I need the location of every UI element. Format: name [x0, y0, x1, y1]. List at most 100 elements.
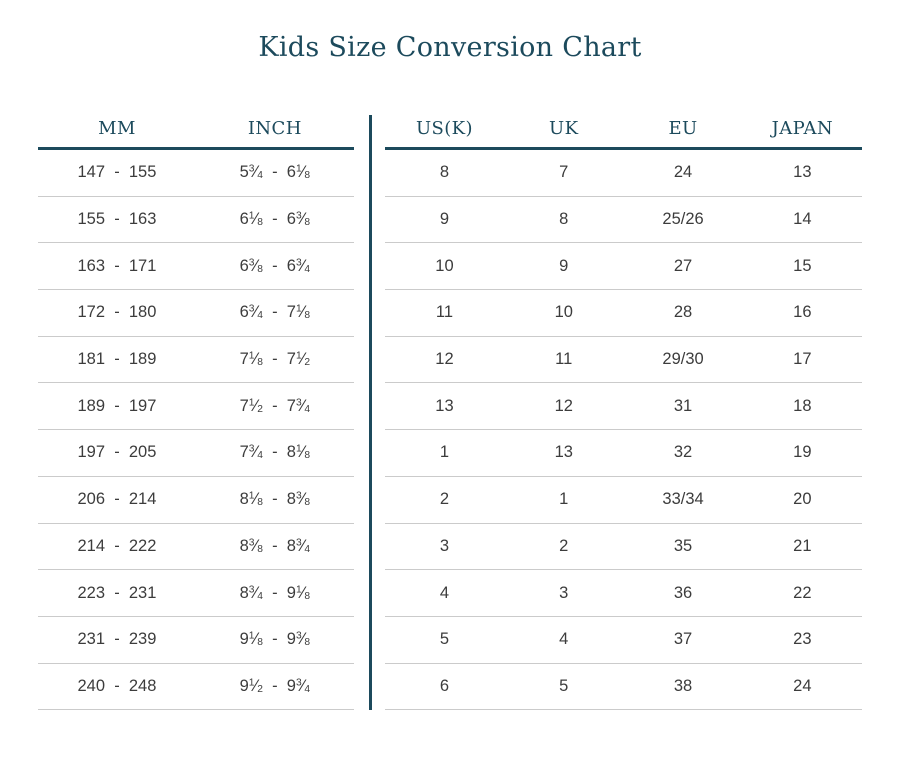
column-header-mm: MM: [98, 117, 136, 139]
inch-cell: 91⁄8 - 93⁄8: [239, 630, 311, 649]
japan-cell: 22: [793, 583, 812, 602]
uk-cell: 9: [559, 256, 569, 275]
mm-cell: 223 - 231: [77, 583, 157, 602]
table-row: 1 13 32 19: [384, 430, 862, 477]
eu-cell: 28: [673, 303, 693, 322]
inch-cell: 83⁄4 - 91⁄8: [239, 583, 311, 602]
us-cell: 6: [439, 676, 450, 695]
us-cell: 8: [439, 163, 450, 182]
us-cell: 13: [435, 396, 454, 415]
uk-cell: 1: [559, 490, 569, 509]
mm-cell: 181 - 189: [77, 350, 157, 369]
mm-cell: 240 - 248: [77, 676, 157, 695]
inch-cell: 83⁄8 - 83⁄4: [239, 536, 311, 556]
us-cell: 2: [439, 490, 450, 509]
mm-cell: 163 - 171: [77, 256, 157, 275]
table-row: 5 4 37 23: [384, 617, 862, 664]
inch-cell: 63⁄8 - 63⁄4: [239, 256, 311, 275]
us-cell: 12: [435, 350, 454, 369]
table-row: 11 10 28 16: [384, 290, 862, 337]
table-row: 181 - 189 71⁄8 - 71⁄2: [38, 337, 354, 384]
table-row: 147 - 155 53⁄4 - 61⁄8: [38, 150, 354, 197]
eu-cell: 27: [673, 256, 693, 275]
column-header-inch: INCH: [247, 117, 302, 139]
column-header-us: US(K): [415, 117, 473, 139]
japan-cell: 18: [793, 396, 812, 415]
table-row: 10 9 27 15: [384, 243, 862, 291]
table-row: 8 7 24 13: [384, 150, 862, 197]
inch-cell: 73⁄4 - 81⁄8: [239, 443, 311, 462]
eu-cell: 24: [673, 163, 693, 182]
uk-cell: 5: [559, 676, 569, 695]
table-row: 9 8 25/26 14: [384, 197, 862, 244]
uk-cell: 13: [554, 443, 573, 462]
uk-cell: 12: [554, 396, 573, 415]
us-cell: 5: [439, 630, 450, 649]
table-row: 6 5 38 24: [384, 664, 862, 711]
inch-cell: 71⁄8 - 71⁄2: [239, 350, 311, 369]
inch-cell: 81⁄8 - 83⁄8: [239, 490, 311, 509]
table-row: 4 3 36 22: [384, 570, 862, 617]
inch-cell: 63⁄4 - 71⁄8: [239, 303, 311, 322]
japan-cell: 14: [793, 210, 812, 229]
inch-cell: 91⁄2 - 93⁄4: [239, 676, 311, 696]
japan-cell: 15: [793, 256, 812, 275]
conversion-chart: MM INCH 147 - 155 53⁄4 - 61⁄8 155 - 163 61⁄…: [38, 109, 862, 711]
eu-cell: 29/30: [662, 350, 704, 369]
japan-cell: 17: [793, 350, 812, 369]
uk-cell: 4: [559, 630, 569, 649]
eu-cell: 33/34: [662, 490, 704, 509]
mm-cell: 155 - 163: [77, 210, 157, 229]
table-row: 223 - 231 83⁄4 - 91⁄8: [38, 570, 354, 617]
inch-cell: 71⁄2 - 73⁄4: [239, 396, 311, 415]
table-row: 206 - 214 81⁄8 - 83⁄8: [38, 477, 354, 524]
mm-cell: 172 - 180: [77, 303, 157, 322]
us-cell: 10: [435, 256, 454, 275]
japan-cell: 21: [793, 536, 812, 555]
measurement-table-body: 147 - 155 53⁄4 - 61⁄8 155 - 163 61⁄8 - 63⁄8…: [38, 150, 354, 711]
us-cell: 4: [439, 583, 450, 602]
sizes-table: US(K) UK EU JAPAN 8 7 24 13 9 8 25/26 14 10 9 27 15…: [384, 109, 862, 711]
uk-cell: 11: [555, 350, 573, 369]
eu-cell: 35: [673, 536, 693, 555]
measurement-table-header: MM INCH: [38, 109, 354, 150]
uk-cell: 3: [559, 583, 569, 602]
uk-cell: 10: [554, 303, 573, 322]
us-cell: 1: [439, 443, 450, 462]
japan-cell: 13: [793, 163, 812, 182]
inch-cell: 61⁄8 - 63⁄8: [239, 210, 311, 229]
japan-cell: 23: [793, 630, 812, 649]
us-cell: 9: [439, 210, 450, 229]
mm-cell: 231 - 239: [77, 630, 157, 649]
table-row: 13 12 31 18: [384, 383, 862, 431]
mm-cell: 214 - 222: [77, 536, 157, 555]
uk-cell: 7: [559, 163, 569, 182]
sizes-table-header: US(K) UK EU JAPAN: [384, 109, 862, 150]
column-header-uk: UK: [549, 117, 579, 139]
japan-cell: 24: [793, 676, 812, 695]
table-row: 3 2 35 21: [384, 524, 862, 571]
sizes-table-body: 8 7 24 13 9 8 25/26 14 10 9 27 15 11 10 28 16 12 11 29/30 1…: [384, 150, 862, 711]
mm-cell: 147 - 155: [77, 163, 157, 182]
mm-cell: 197 - 205: [77, 443, 157, 462]
japan-cell: 20: [793, 490, 812, 509]
us-cell: 3: [439, 536, 450, 555]
table-row: 172 - 180 63⁄4 - 71⁄8: [38, 290, 354, 337]
inch-cell: 53⁄4 - 61⁄8: [239, 163, 311, 182]
us-cell: 11: [435, 303, 454, 322]
eu-cell: 37: [673, 630, 693, 649]
table-row: 12 11 29/30 17: [384, 337, 862, 384]
table-row: 231 - 239 91⁄8 - 93⁄8: [38, 617, 354, 664]
table-row: 214 - 222 83⁄8 - 83⁄4: [38, 524, 354, 571]
table-row: 163 - 171 63⁄8 - 63⁄4: [38, 243, 354, 291]
table-row: 155 - 163 61⁄8 - 63⁄8: [38, 197, 354, 244]
column-header-eu: EU: [668, 117, 698, 139]
vertical-divider: [368, 115, 372, 711]
japan-cell: 16: [793, 303, 812, 322]
eu-cell: 36: [673, 583, 693, 602]
table-row: 240 - 248 91⁄2 - 93⁄4: [38, 664, 354, 711]
table-row: 197 - 205 73⁄4 - 81⁄8: [38, 430, 354, 477]
column-header-japan: JAPAN: [771, 117, 834, 139]
table-row: 2 1 33/34 20: [384, 477, 862, 524]
eu-cell: 31: [673, 396, 693, 415]
